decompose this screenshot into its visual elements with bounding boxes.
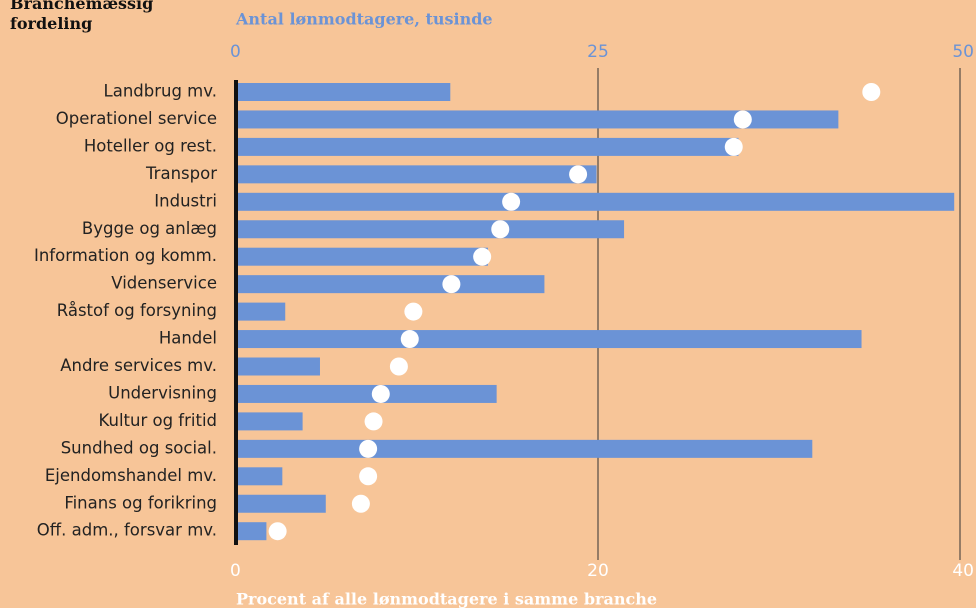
bottom-axis-label: Procent af alle lønmodtagere i samme bra… <box>236 590 657 608</box>
bar <box>236 439 813 458</box>
bar <box>236 83 451 101</box>
bar <box>236 384 497 403</box>
category-label: Operationel service <box>56 109 217 128</box>
bar <box>236 494 326 513</box>
bar <box>236 522 267 541</box>
category-label: Andre services mv. <box>60 356 217 375</box>
dot <box>491 220 510 239</box>
bar <box>236 110 839 129</box>
category-label: Landbrug mv. <box>104 82 217 101</box>
top-tick-label: 0 <box>230 42 241 62</box>
dot <box>371 384 390 403</box>
dot <box>502 192 521 211</box>
dot <box>400 330 419 349</box>
bottom-tick-label: 40 <box>952 561 974 581</box>
category-label: Råstof og forsyning <box>57 301 217 320</box>
category-label: Undervisning <box>108 383 217 402</box>
bar <box>236 412 303 431</box>
dot <box>268 522 287 541</box>
category-label: Hoteller og rest. <box>84 136 217 155</box>
category-label: Industri <box>154 191 217 210</box>
dot <box>359 467 378 486</box>
top-axis-label: Antal lønmodtagere, tusinde <box>235 10 493 29</box>
dot <box>724 137 743 156</box>
bar <box>236 137 739 156</box>
dot <box>364 412 383 431</box>
bar <box>236 275 545 294</box>
dot <box>862 83 881 101</box>
category-label: Off. adm., forsvar mv. <box>37 521 217 540</box>
dot <box>733 110 752 129</box>
chart-title: Branchemæssig fordeling <box>10 0 154 33</box>
category-label: Transpor <box>145 164 217 183</box>
bar <box>236 247 488 266</box>
dot <box>404 302 423 321</box>
dot <box>473 247 492 266</box>
category-label: Kultur og fritid <box>98 411 217 430</box>
top-tick-label: 25 <box>587 42 609 62</box>
dot <box>442 275 461 294</box>
bar <box>236 165 597 184</box>
category-label: Ejendomshandel mv. <box>45 466 217 485</box>
category-label: Sundhed og social. <box>61 438 217 457</box>
bar <box>236 302 286 321</box>
bar <box>236 330 862 349</box>
bar <box>236 220 625 239</box>
category-label: Bygge og anlæg <box>82 219 217 238</box>
dot <box>359 439 378 458</box>
category-label: Finans og forikring <box>64 493 217 512</box>
dot <box>389 357 408 376</box>
bar <box>236 357 320 376</box>
bottom-tick-label: 0 <box>230 561 241 581</box>
bottom-tick-label: 20 <box>587 561 609 581</box>
top-tick-label: 50 <box>952 42 974 62</box>
dot <box>569 165 588 184</box>
dot <box>351 494 370 513</box>
category-label: Handel <box>159 329 217 348</box>
bar <box>236 467 283 486</box>
category-label: Videnservice <box>111 274 217 293</box>
category-label: Information og komm. <box>34 246 217 265</box>
bar <box>236 192 955 211</box>
